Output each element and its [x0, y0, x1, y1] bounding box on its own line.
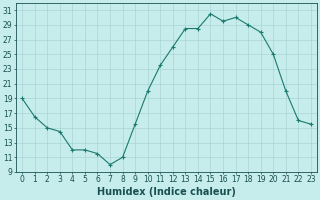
- X-axis label: Humidex (Indice chaleur): Humidex (Indice chaleur): [97, 187, 236, 197]
